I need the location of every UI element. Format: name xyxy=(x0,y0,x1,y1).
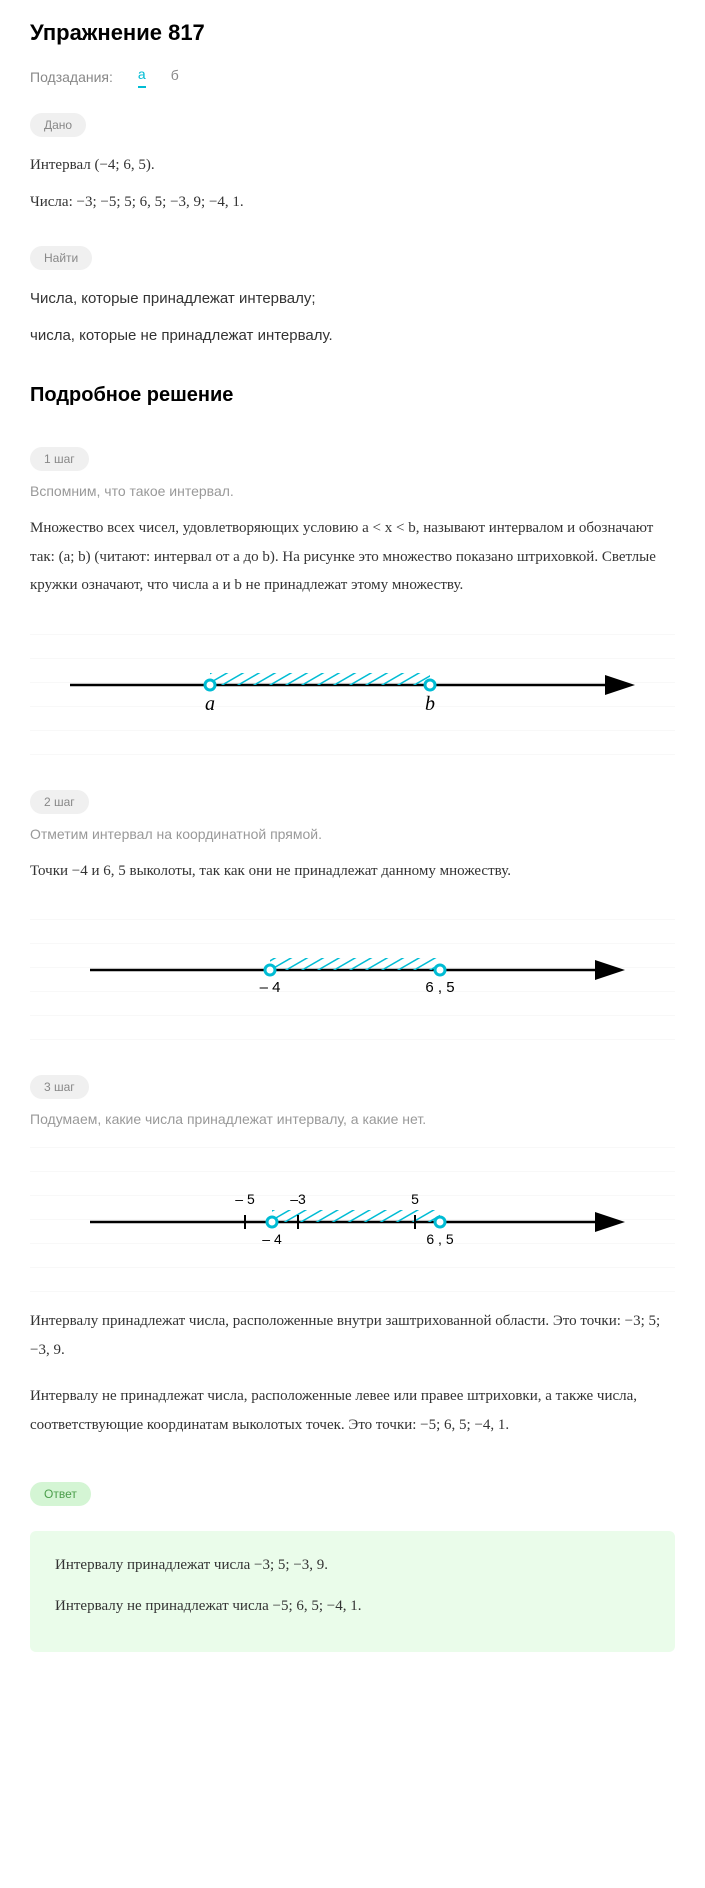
exercise-title: Упражнение 817 xyxy=(30,20,675,46)
given-badge: Дано xyxy=(30,113,86,137)
subtasks-row: Подзадания: а б xyxy=(30,66,675,88)
number-line-2: – 4 6 , 5 xyxy=(50,930,650,1010)
step2-badge: 2 шаг xyxy=(30,790,89,814)
step3-desc: Подумаем, какие числа принадлежат интерв… xyxy=(30,1111,675,1127)
step1-diagram: a b xyxy=(30,615,675,755)
step1-badge: 1 шаг xyxy=(30,447,89,471)
tab-b[interactable]: б xyxy=(171,67,179,87)
given-numbers: Числа: −3; −5; 5; 6, 5; −3, 9; −4, 1. xyxy=(30,189,675,216)
label-m5: – 5 xyxy=(235,1191,255,1207)
label-a3: – 4 xyxy=(262,1231,282,1247)
step2-text: Точки −4 и 6, 5 выколоты, так как они не… xyxy=(30,857,675,886)
label-a: a xyxy=(205,693,215,715)
step3-badge: 3 шаг xyxy=(30,1075,89,1099)
label-b: b xyxy=(425,693,435,715)
find-badge: Найти xyxy=(30,246,92,270)
answer-box: Интервалу принадлежат числа −3; 5; −3, 9… xyxy=(30,1531,675,1652)
answer-line2: Интервалу не принадлежат числа −5; 6, 5;… xyxy=(55,1592,650,1621)
find-line2: числа, которые не принадлежат интервалу. xyxy=(30,322,675,349)
answer-line1: Интервалу принадлежат числа −3; 5; −3, 9… xyxy=(55,1551,650,1580)
step2-diagram: – 4 6 , 5 xyxy=(30,900,675,1040)
step3-diagram: – 5 –3 5 – 4 6 , 5 xyxy=(30,1142,675,1292)
tab-a[interactable]: а xyxy=(138,66,146,88)
conclusion-1: Интервалу принадлежат числа, расположенн… xyxy=(30,1307,675,1364)
subtasks-label: Подзадания: xyxy=(30,69,113,85)
answer-badge: Ответ xyxy=(30,1482,91,1506)
label-m3: –3 xyxy=(290,1191,306,1207)
step1-desc: Вспомним, что такое интервал. xyxy=(30,483,675,499)
conclusion-2: Интервалу не принадлежат числа, располож… xyxy=(30,1382,675,1439)
given-interval: Интервал (−4; 6, 5). xyxy=(30,152,675,179)
number-line-1: a b xyxy=(50,645,650,725)
label-b3: 6 , 5 xyxy=(426,1231,453,1247)
find-line1: Числа, которые принадлежат интервалу; xyxy=(30,285,675,312)
label-b2: 6 , 5 xyxy=(425,979,454,996)
step2-desc: Отметим интервал на координатной прямой. xyxy=(30,826,675,842)
solution-title: Подробное решение xyxy=(30,384,675,407)
number-line-3: – 5 –3 5 – 4 6 , 5 xyxy=(50,1172,650,1262)
label-5: 5 xyxy=(411,1191,419,1207)
label-a2: – 4 xyxy=(260,979,281,996)
step1-text: Множество всех чисел, удовлетворяющих ус… xyxy=(30,514,675,600)
